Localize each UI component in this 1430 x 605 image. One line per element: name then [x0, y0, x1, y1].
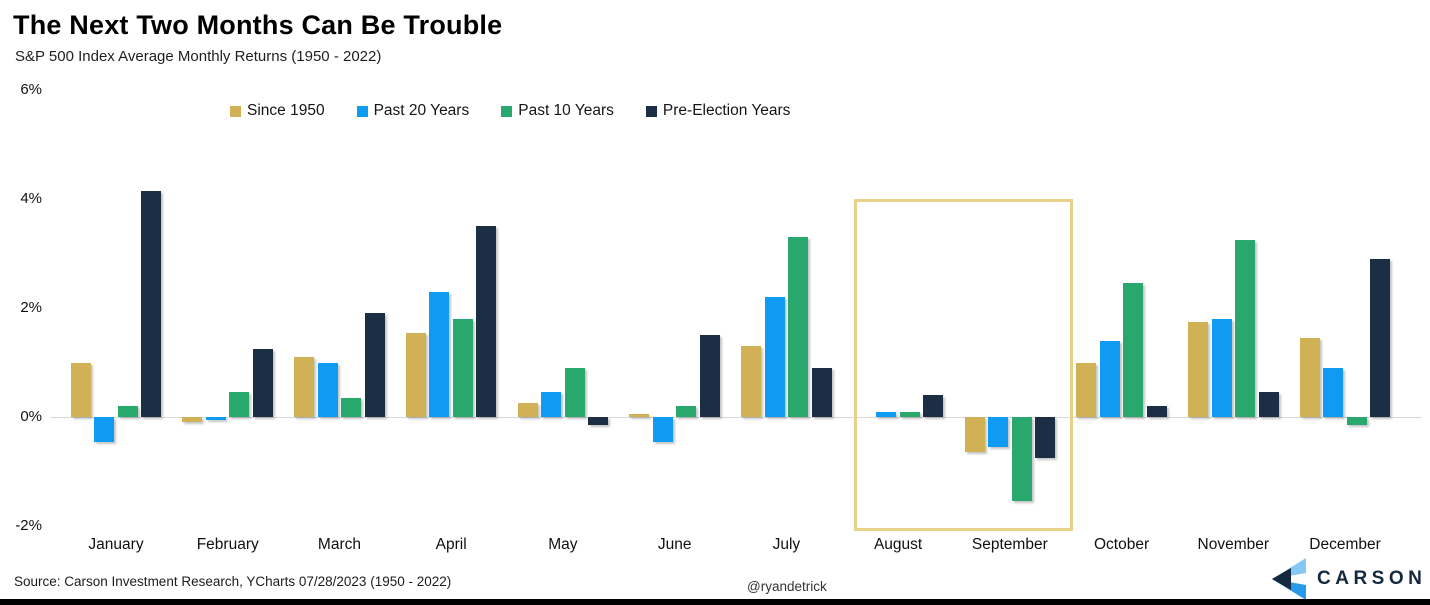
x-axis-label-december: December: [1309, 536, 1381, 553]
bar-february-past-20-years: [205, 417, 226, 420]
chart-title: The Next Two Months Can Be Trouble: [13, 10, 503, 40]
bar-february-pre-election-years: [252, 348, 273, 417]
bar-may-since-1950: [517, 403, 538, 417]
bar-may-past-20-years: [541, 392, 562, 417]
bar-october-since-1950: [1076, 362, 1097, 417]
bar-july-past-20-years: [764, 297, 785, 417]
legend-item-past-20-years: Past 20 Years: [356, 102, 470, 120]
y-axis-label: 6%: [20, 81, 42, 98]
bar-october-past-20-years: [1099, 340, 1120, 417]
bar-march-past-20-years: [317, 362, 338, 417]
bar-january-past-20-years: [94, 417, 115, 442]
bar-december-past-20-years: [1323, 367, 1344, 417]
bar-june-since-1950: [629, 414, 650, 417]
bar-november-pre-election-years: [1258, 392, 1279, 417]
legend-swatch-icon: [356, 105, 368, 117]
bar-february-past-10-years: [229, 392, 250, 417]
bar-august-pre-election-years: [923, 395, 944, 417]
bar-july-pre-election-years: [811, 367, 832, 417]
chart-subtitle: S&P 500 Index Average Monthly Returns (1…: [15, 48, 382, 65]
bar-january-pre-election-years: [141, 190, 162, 417]
bar-may-pre-election-years: [588, 417, 609, 426]
legend-label: Pre-Election Years: [662, 102, 791, 119]
y-axis-label: -2%: [15, 517, 42, 534]
carson-chevron-icon: [1272, 558, 1306, 600]
x-axis-label-april: April: [435, 536, 467, 553]
bar-september-pre-election-years: [1035, 417, 1056, 458]
y-axis-label: 2%: [20, 299, 42, 316]
chart-legend: Since 1950 Past 20 Years Past 10 Years Pre-…: [230, 102, 790, 120]
carson-logo: CARSON: [1272, 558, 1426, 600]
bar-august-past-20-years: [876, 411, 897, 417]
author-handle: @ryandetrick: [747, 579, 827, 594]
x-axis-label-may: May: [548, 536, 578, 553]
bar-may-past-10-years: [564, 367, 585, 417]
bar-june-past-20-years: [652, 417, 673, 442]
bar-march-pre-election-years: [364, 313, 385, 417]
bar-december-pre-election-years: [1370, 258, 1391, 417]
x-axis-label-june: June: [657, 536, 692, 553]
bar-july-since-1950: [741, 346, 762, 417]
bar-march-since-1950: [294, 357, 315, 417]
bar-september-since-1950: [964, 417, 985, 453]
x-axis-label-january: January: [88, 536, 144, 553]
bar-june-pre-election-years: [699, 335, 720, 417]
x-axis-label-march: March: [317, 536, 361, 553]
bar-april-past-20-years: [429, 291, 450, 417]
bar-december-past-10-years: [1346, 417, 1367, 426]
legend-label: Past 10 Years: [518, 102, 614, 119]
x-axis-label-october: October: [1093, 536, 1150, 553]
y-axis-label: 4%: [20, 190, 42, 207]
legend-item-past-10-years: Past 10 Years: [501, 102, 614, 120]
bar-november-past-10-years: [1235, 239, 1256, 417]
carson-logo-text: CARSON: [1317, 568, 1427, 589]
bar-june-past-10-years: [676, 406, 697, 417]
legend-swatch-icon: [645, 105, 657, 117]
legend-label: Past 20 Years: [373, 102, 470, 119]
bar-january-past-10-years: [117, 406, 138, 417]
source-note: Source: Carson Investment Research, YCha…: [14, 574, 452, 589]
legend-swatch-icon: [501, 105, 513, 117]
highlight-box: [854, 199, 1073, 531]
bar-april-pre-election-years: [476, 226, 497, 417]
bar-march-past-10-years: [341, 397, 362, 417]
bar-january-since-1950: [70, 362, 91, 417]
legend-label: Since 1950: [247, 102, 325, 119]
bar-november-since-1950: [1188, 321, 1209, 417]
bar-april-since-1950: [405, 332, 426, 417]
x-axis-label-july: July: [772, 536, 801, 553]
legend-item-since-1950: Since 1950: [230, 102, 325, 120]
bar-october-pre-election-years: [1146, 406, 1167, 417]
x-axis-label-september: September: [971, 536, 1048, 553]
bar-september-past-10-years: [1011, 417, 1032, 502]
x-axis-label-february: February: [196, 536, 259, 553]
bar-september-past-20-years: [988, 417, 1009, 447]
bar-december-since-1950: [1299, 337, 1320, 417]
bar-february-since-1950: [182, 417, 203, 423]
legend-item-pre-election-years: Pre-Election Years: [645, 102, 791, 120]
bar-april-past-10-years: [452, 318, 473, 417]
legend-swatch-icon: [230, 105, 241, 117]
x-axis-label-august: August: [873, 536, 923, 553]
x-axis-label-november: November: [1197, 536, 1270, 553]
bar-july-past-10-years: [788, 237, 809, 417]
bottom-border-strip: [0, 599, 1430, 605]
zero-gridline: [50, 416, 1422, 418]
y-axis-label: 0%: [20, 408, 42, 425]
bar-november-past-20-years: [1211, 318, 1232, 417]
bar-august-past-10-years: [899, 411, 920, 417]
bar-october-past-10-years: [1123, 283, 1144, 417]
